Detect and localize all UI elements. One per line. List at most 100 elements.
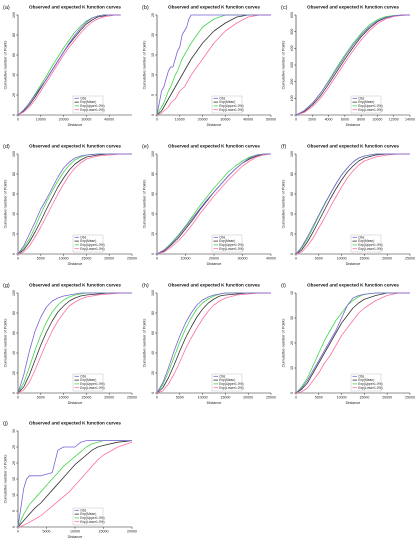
chart-panel: (d) Observed and expected K function curv…	[3, 144, 137, 267]
y-tick-label: 100	[12, 12, 16, 18]
legend-label: Obs	[358, 374, 364, 378]
series-line-exp-lower1-0	[156, 14, 271, 116]
y-tick-label: 80	[12, 33, 16, 37]
chart-title: Observed and expected K function curves	[307, 5, 399, 10]
x-tick-label: 25000	[127, 396, 137, 400]
x-tick-label: 0	[156, 396, 158, 400]
legend-box	[350, 234, 382, 253]
x-tick-label: 20000	[382, 257, 392, 261]
chart-panel: (i) Observed and expected K function curv…	[281, 283, 415, 406]
legend-label: Obs	[358, 235, 364, 239]
legend-label: Exp(Lower1.0%)	[80, 386, 104, 390]
y-tick-label: 30	[12, 429, 16, 433]
x-tick-label: 0	[17, 257, 19, 261]
x-tick-label: 20000	[382, 396, 392, 400]
x-tick-label: 0	[17, 396, 19, 400]
legend-label: Exp(Upper1.0%)	[219, 382, 243, 386]
y-tick-label: 100	[151, 151, 155, 157]
y-tick-label: 600	[290, 12, 294, 18]
x-tick-label: 30000	[220, 118, 230, 122]
chart-panel: (f) Observed and expected K function curv…	[281, 144, 415, 267]
legend-box	[350, 95, 382, 114]
x-axis-label: Distance	[68, 262, 83, 266]
x-axis-label: Distance	[207, 123, 222, 127]
series-line-exp-lower1-0	[156, 153, 272, 255]
legend-label: Exp(Upper1.0%)	[358, 382, 382, 386]
x-tick-label: 25000	[405, 396, 415, 400]
x-tick-label: 15000	[81, 257, 91, 261]
y-axis-label: Cumulative number of Points	[282, 319, 286, 368]
x-axis-label: Distance	[68, 401, 83, 405]
series-line-exp-mean	[17, 153, 132, 255]
series-line-exp-mean	[156, 14, 271, 116]
series-line-exp-lower1-0	[17, 441, 133, 528]
x-tick-label: 20000	[59, 118, 69, 122]
x-tick-label: 14000	[405, 118, 415, 122]
legend-label: Exp(Upper1.0%)	[358, 243, 382, 247]
y-tick-label: 500	[290, 29, 294, 35]
y-tick-label: 100	[12, 151, 16, 157]
y-tick-label: 100	[290, 95, 294, 101]
y-tick-label: 100	[151, 290, 155, 296]
legend-label: Exp(Upper1.0%)	[80, 243, 104, 247]
legend-label: Exp(Mean)	[358, 378, 374, 382]
series-line-obs	[156, 292, 271, 394]
x-tick-label: 30000	[238, 257, 248, 261]
x-tick-label: 20000	[104, 257, 114, 261]
y-tick-label: 300	[290, 62, 294, 68]
series-line-exp-mean	[295, 292, 410, 394]
x-tick-label: 10000	[59, 257, 69, 261]
chart-panel: (h) Observed and expected K function curv…	[142, 283, 276, 406]
legend-label: Obs	[80, 235, 86, 239]
series-line-exp-lower1-0	[295, 292, 410, 394]
y-axis-label: Cumulative number of Points	[282, 41, 286, 90]
legend-label: Obs	[219, 374, 225, 378]
x-tick-label: 5000	[176, 396, 184, 400]
x-tick-label: 50000	[266, 118, 276, 122]
legend-label: Exp(Lower1.0%)	[219, 108, 243, 112]
y-tick-label: 0	[290, 253, 294, 255]
y-tick-label: 20	[290, 341, 294, 345]
y-tick-label: 60	[151, 192, 155, 196]
legend-box	[72, 234, 104, 253]
x-tick-label: 20000	[127, 530, 137, 534]
series-line-obs	[156, 14, 271, 116]
series-line-exp-lower1-0	[156, 292, 271, 394]
x-tick-label: 5000	[37, 396, 45, 400]
y-tick-label: 40	[12, 212, 16, 216]
x-tick-label: 20000	[209, 257, 219, 261]
chart-title: Observed and expected K function curves	[29, 421, 121, 426]
panel-letter: (c)	[281, 5, 288, 11]
y-tick-label: 15	[151, 53, 155, 57]
legend-label: Exp(Mean)	[80, 239, 96, 243]
legend-label: Exp(Lower1.0%)	[80, 247, 104, 251]
x-tick-label: 0	[156, 257, 158, 261]
y-tick-label: 60	[290, 192, 294, 196]
series-line-exp-mean	[17, 440, 133, 528]
x-tick-label: 25000	[266, 396, 276, 400]
x-tick-label: 40000	[104, 118, 114, 122]
x-tick-label: 25000	[405, 257, 415, 261]
x-tick-label: 15000	[81, 396, 91, 400]
y-axis-label: Cumulative number of Points	[143, 180, 147, 229]
chart-title: Observed and expected K function curves	[168, 5, 260, 10]
chart-title: Observed and expected K function curves	[29, 144, 121, 149]
x-tick-label: 20000	[104, 396, 114, 400]
panel-letter: (g)	[3, 283, 10, 289]
series-line-obs	[156, 153, 271, 255]
panel-letter: (i)	[281, 283, 286, 289]
legend-label: Exp(Upper1.0%)	[80, 382, 104, 386]
x-axis-label: Distance	[207, 401, 222, 405]
x-tick-label: 10000	[175, 118, 185, 122]
x-tick-label: 0	[156, 118, 158, 122]
chart-panel: (c) Observed and expected K function curv…	[281, 5, 415, 128]
y-tick-label: 40	[290, 291, 294, 295]
chart-panel: (j) Observed and expected K function curv…	[3, 421, 137, 540]
y-axis-label: Cumulative number of Points	[4, 180, 8, 229]
series-line-exp-lower1-0	[295, 14, 411, 116]
legend-label: Obs	[80, 508, 86, 512]
y-tick-label: 80	[151, 311, 155, 315]
